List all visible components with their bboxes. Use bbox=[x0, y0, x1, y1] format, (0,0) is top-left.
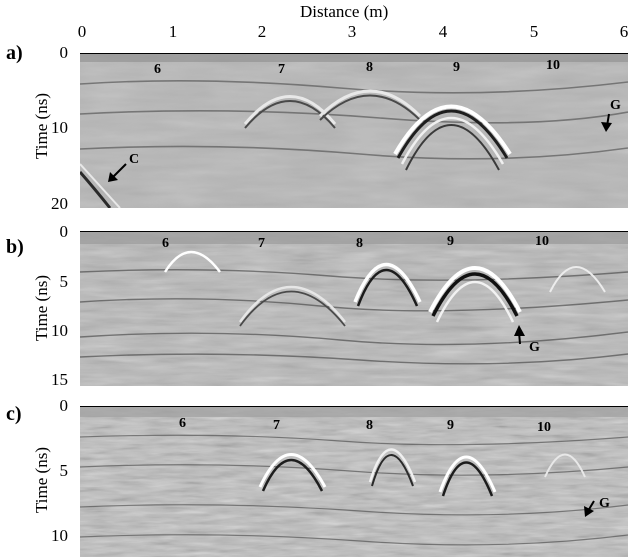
arrow-g-b-icon bbox=[514, 325, 525, 345]
panel-b-target-9: 9 bbox=[447, 234, 454, 249]
panel-c-ytick-1: 5 bbox=[59, 461, 69, 480]
panel-b-marker-g: G bbox=[529, 340, 540, 355]
panel-c-ytick-2: 10 bbox=[51, 526, 68, 545]
panel-a-marker-g: G bbox=[610, 98, 621, 113]
panel-c-target-7: 7 bbox=[273, 418, 280, 433]
panel-b-ytick-1: 5 bbox=[59, 272, 69, 291]
panel-b-target-6: 6 bbox=[162, 236, 169, 251]
radargram-panel-c bbox=[80, 406, 628, 557]
arrow-g-a-icon bbox=[601, 113, 612, 132]
panel-c-target-6: 6 bbox=[179, 416, 186, 431]
panel-c-target-10: 10 bbox=[537, 420, 551, 435]
panel-a-target-9: 9 bbox=[453, 60, 460, 75]
panel-b-label: b) bbox=[6, 236, 24, 258]
panel-a-ytick-1: 10 bbox=[51, 118, 68, 137]
x-tick-5: 5 bbox=[529, 22, 539, 41]
x-axis-title: Distance (m) bbox=[300, 2, 389, 21]
arrow-c-icon bbox=[108, 163, 127, 182]
x-tick-6: 6 bbox=[619, 22, 629, 41]
panel-b-ytick-3: 15 bbox=[51, 370, 68, 389]
panel-c-marker-g: G bbox=[599, 496, 610, 511]
x-tick-1: 1 bbox=[168, 22, 178, 41]
panel-a-label: a) bbox=[6, 42, 23, 64]
panel-a-ytick-2: 20 bbox=[51, 194, 68, 213]
radargram-c-image bbox=[80, 407, 628, 557]
x-tick-0: 0 bbox=[77, 22, 87, 41]
panel-b-target-8: 8 bbox=[356, 236, 363, 251]
radargram-a-image bbox=[80, 54, 628, 208]
x-tick-4: 4 bbox=[438, 22, 448, 41]
panel-c-ytick-0: 0 bbox=[59, 396, 69, 415]
x-tick-3: 3 bbox=[347, 22, 357, 41]
panel-a-target-10: 10 bbox=[546, 58, 560, 73]
panel-a-marker-c: C bbox=[129, 152, 140, 167]
panel-a-ytick-0: 0 bbox=[59, 43, 69, 62]
panel-b-ylabel: Time (ns) bbox=[32, 275, 51, 341]
x-tick-2: 2 bbox=[257, 22, 267, 41]
radargram-panel-b bbox=[80, 231, 628, 386]
panel-a-target-6: 6 bbox=[154, 62, 161, 77]
panel-b-target-10: 10 bbox=[535, 234, 549, 249]
panel-c-label: c) bbox=[6, 403, 22, 425]
panel-a-target-8: 8 bbox=[366, 60, 373, 75]
radargram-panel-a bbox=[80, 53, 628, 208]
panel-a-target-7: 7 bbox=[278, 62, 285, 77]
panel-b-target-7: 7 bbox=[258, 236, 265, 251]
arrow-g-c-icon bbox=[584, 500, 595, 517]
panel-b-ytick-2: 10 bbox=[51, 321, 68, 340]
panel-b-ytick-0: 0 bbox=[59, 222, 69, 241]
radargram-b-image bbox=[80, 232, 628, 386]
panel-c-target-8: 8 bbox=[366, 418, 373, 433]
panel-c-target-9: 9 bbox=[447, 418, 454, 433]
